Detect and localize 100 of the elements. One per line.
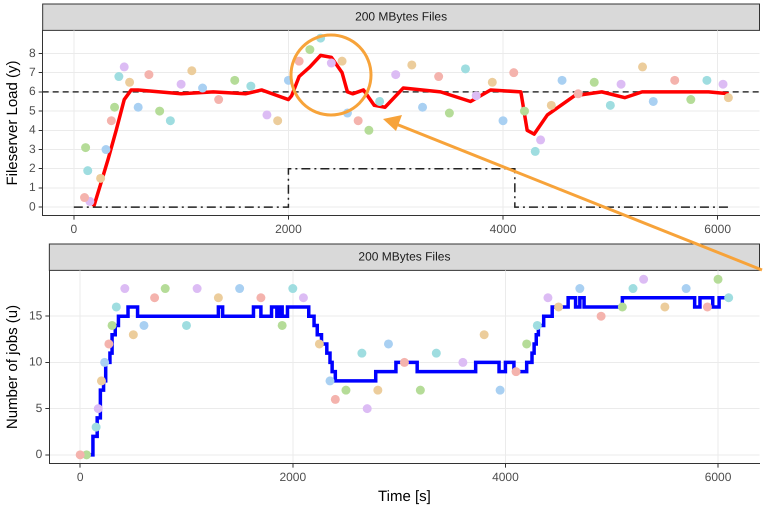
point [670,76,680,85]
point [76,450,85,460]
point [198,84,208,93]
y-tick-label: 10 [28,354,43,369]
point [96,174,106,183]
y-tick-label: 0 [36,447,43,462]
point [326,376,335,386]
point [150,293,160,302]
point [472,91,481,100]
chart-title: 200 MBytes Files [358,250,450,264]
point [660,302,670,312]
y-tick-label: 4 [28,122,36,137]
point [520,106,529,116]
point [125,78,134,87]
point [305,45,314,54]
point [155,106,164,116]
point [618,302,627,312]
point [648,96,658,106]
x-tick-label: 2000 [279,470,306,484]
x-tick-label: 0 [70,222,78,236]
point [682,284,691,294]
point [724,93,733,102]
point [718,80,728,89]
point [714,274,723,284]
point [112,302,121,312]
x-axis-title: Time [s] [378,488,431,506]
point [256,293,266,302]
point [326,58,336,68]
point [543,293,552,302]
point [512,367,521,376]
point [108,320,117,330]
point [509,68,518,78]
point [139,320,148,330]
point [375,96,384,106]
point [458,358,468,367]
y-tick-label: 5 [36,400,43,415]
x-tick-label: 6000 [704,222,732,236]
point [120,284,130,294]
point [357,348,366,358]
point [230,76,240,85]
point [416,386,425,395]
point [273,116,282,126]
point [702,76,712,85]
point [100,358,110,367]
point [104,339,114,348]
point [235,284,244,294]
y-tick-label: 2 [28,161,36,176]
point [341,386,350,395]
point [530,146,540,156]
point [144,70,154,80]
point [702,302,712,312]
point [160,284,170,294]
x-tick-label: 0 [76,470,84,484]
point [575,284,584,294]
point [522,339,532,348]
point [384,339,393,348]
point [83,166,92,176]
point [278,320,287,330]
point [639,274,648,284]
point [80,193,90,202]
point [498,116,508,126]
point [288,284,298,294]
point [114,72,124,82]
point [110,102,120,112]
point [606,100,615,110]
point [214,293,223,302]
point [246,82,256,91]
point [418,102,428,112]
point [182,320,191,330]
point [724,293,734,302]
point [187,66,196,76]
point [536,135,546,144]
y-tick-label: 1 [28,180,36,194]
point [686,95,696,104]
point [314,339,324,348]
point [407,60,416,70]
point [96,376,106,386]
point [101,145,110,154]
point [354,116,363,126]
y-axis-title: Number of jobs (u) [4,304,22,430]
point [81,143,90,152]
point [558,76,567,85]
x-tick-label: 6000 [704,470,732,484]
point [294,56,304,66]
y-axis-title: Fileserver Load (y) [4,60,22,186]
point [638,62,648,72]
point [488,78,497,87]
x-tick-label: 4000 [492,470,520,484]
point [574,89,583,98]
point [532,320,542,330]
point [496,386,505,395]
point [596,312,606,321]
point [106,116,116,126]
y-tick-label: 6 [28,84,36,98]
y-tick-label: 5 [28,103,36,118]
point [338,56,347,66]
point [616,80,626,89]
y-tick-label: 0 [28,199,36,214]
point [628,284,638,294]
point [330,394,340,404]
